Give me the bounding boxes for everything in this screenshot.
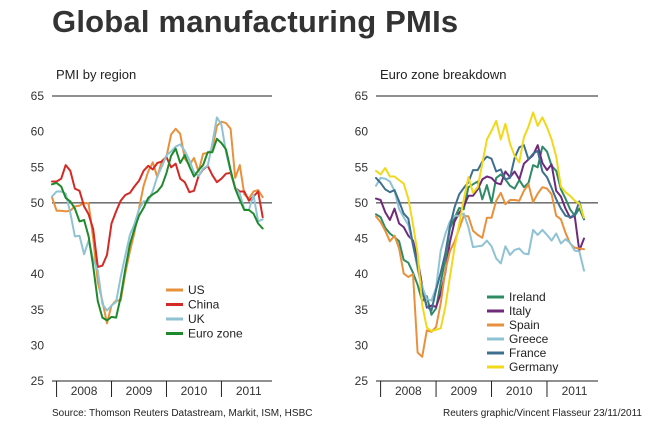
y-tick-label: 45 bbox=[355, 232, 369, 246]
source-note: Source: Thomson Reuters Datastream, Mark… bbox=[52, 408, 313, 419]
y-tick-label: 60 bbox=[355, 125, 369, 139]
chart-pmi-by-region: PMI by region 25 30 35 40 45 50 55 60 65 2008 2009 2… bbox=[31, 67, 272, 398]
x-tick-label: 2011 bbox=[236, 384, 262, 398]
y-tick-label: 55 bbox=[355, 160, 369, 174]
series-line-uk bbox=[51, 116, 264, 312]
y-tick-label: 25 bbox=[355, 374, 369, 388]
x-tick-label: 2008 bbox=[71, 384, 98, 398]
y-tick-label: 50 bbox=[355, 196, 369, 210]
credit-note: Reuters graphic/Vincent Flasseur 23/11/2… bbox=[442, 408, 642, 419]
page-title: Global manufacturing PMIs bbox=[52, 4, 459, 39]
x-tick-label: 2010 bbox=[506, 384, 533, 398]
chart-title: PMI by region bbox=[56, 67, 136, 82]
y-tick-label: 40 bbox=[355, 267, 369, 281]
series-line-euro-zone bbox=[51, 137, 264, 322]
series-line-france bbox=[375, 144, 585, 312]
series-line-china bbox=[51, 156, 264, 268]
y-tick-label: 65 bbox=[31, 89, 45, 103]
x-tick-label: 2009 bbox=[126, 384, 153, 398]
legend-label-ireland: Ireland bbox=[509, 290, 546, 304]
y-tick-label: 40 bbox=[31, 267, 45, 281]
legend-label-china: China bbox=[188, 298, 220, 312]
series-line-italy bbox=[375, 144, 585, 309]
legend-label-us: US bbox=[188, 283, 205, 297]
legend-label-euro-zone: Euro zone bbox=[188, 327, 243, 341]
series-line-ireland bbox=[375, 145, 585, 316]
x-tick-label: 2011 bbox=[562, 384, 588, 398]
legend-label-greece: Greece bbox=[509, 332, 549, 346]
series-line-germany bbox=[375, 111, 585, 333]
y-tick-label: 30 bbox=[355, 338, 369, 352]
chart-euro-zone-breakdown: Euro zone breakdown 25 30 35 40 45 50 55 60 65 200… bbox=[355, 67, 598, 398]
y-tick-label: 45 bbox=[31, 232, 45, 246]
legend-label-germany: Germany bbox=[509, 360, 558, 374]
y-tick-label: 60 bbox=[31, 125, 45, 139]
x-tick-label: 2008 bbox=[395, 384, 422, 398]
y-tick-label: 35 bbox=[31, 303, 45, 317]
y-tick-label: 35 bbox=[355, 303, 369, 317]
x-tick-label: 2009 bbox=[450, 384, 477, 398]
y-tick-label: 55 bbox=[31, 160, 45, 174]
y-tick-label: 25 bbox=[31, 374, 45, 388]
series-line-us bbox=[51, 120, 264, 325]
legend-label-france: France bbox=[509, 346, 547, 360]
series-line-spain bbox=[375, 183, 585, 358]
legend-label-uk: UK bbox=[188, 312, 205, 326]
y-tick-label: 50 bbox=[31, 196, 45, 210]
legend-label-spain: Spain bbox=[509, 318, 540, 332]
y-tick-label: 65 bbox=[355, 89, 369, 103]
y-tick-label: 30 bbox=[31, 338, 45, 352]
x-tick-label: 2010 bbox=[181, 384, 208, 398]
chart-title: Euro zone breakdown bbox=[380, 67, 506, 82]
legend-label-italy: Italy bbox=[509, 304, 531, 318]
